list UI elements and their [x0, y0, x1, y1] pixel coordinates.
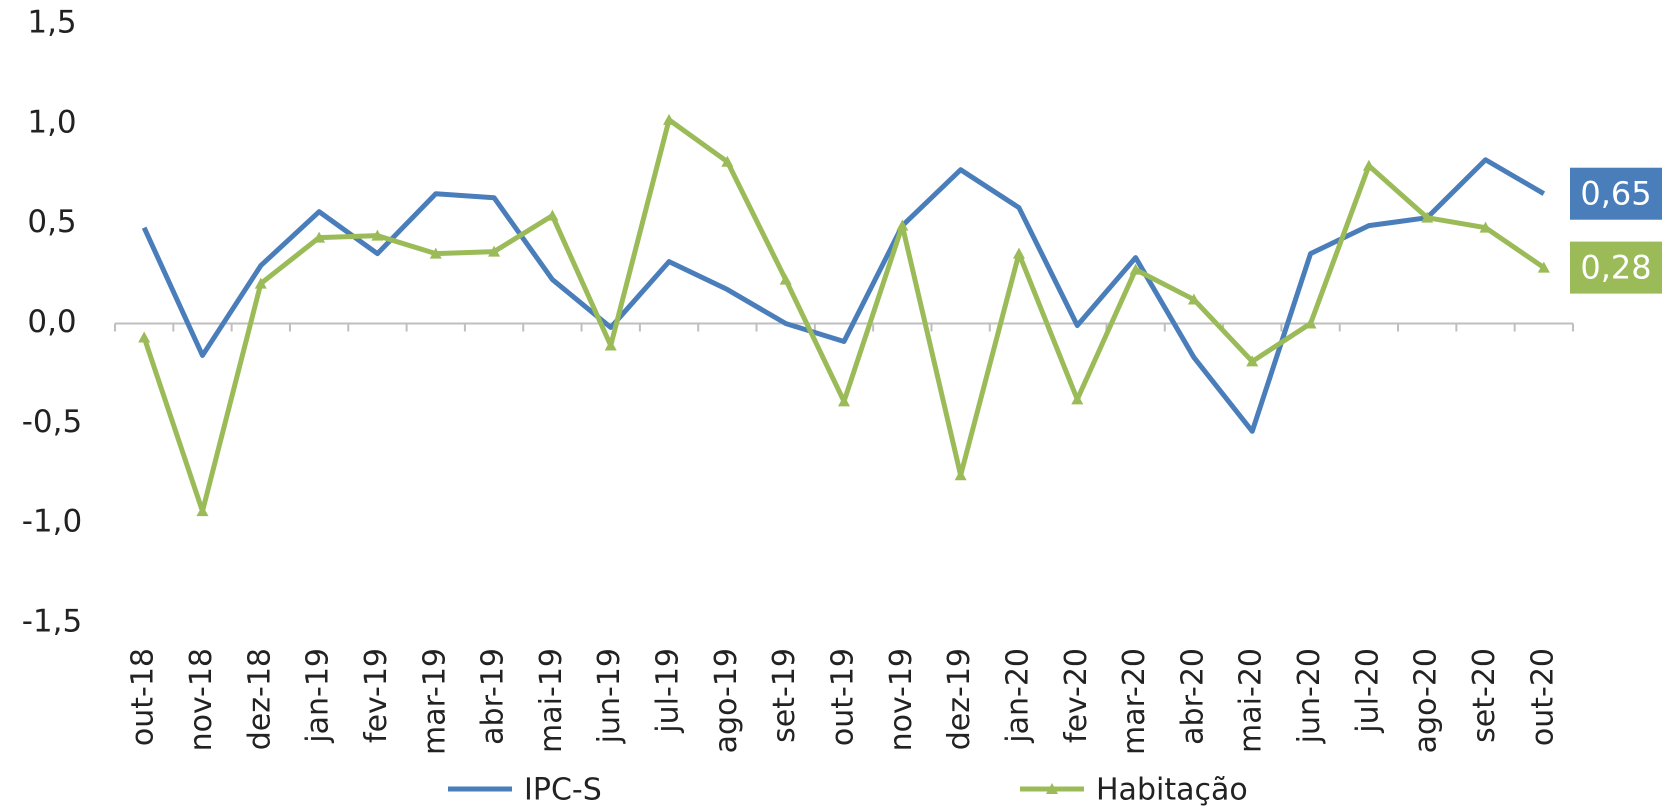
series-marker: [1304, 317, 1317, 329]
series-marker: [1362, 159, 1375, 171]
x-tick-label: jun-20: [1292, 648, 1327, 744]
series-marker: [1537, 261, 1550, 273]
series-marker: [779, 273, 792, 285]
x-tick-label: mar-19: [417, 648, 452, 755]
x-tick-label: mar-20: [1117, 648, 1152, 755]
x-tick-label: out-18: [126, 648, 161, 746]
series-marker: [138, 331, 151, 343]
legend-marker: [1046, 783, 1058, 794]
series-marker: [954, 469, 967, 481]
series-marker: [1246, 355, 1259, 367]
x-tick-label: out-20: [1525, 648, 1560, 746]
end-label-box: [1570, 241, 1662, 294]
legend-label: Habitação: [1096, 773, 1248, 808]
series-marker: [604, 339, 617, 351]
x-tick-label: nov-19: [884, 648, 919, 751]
y-tick-label: 0,0: [27, 304, 76, 340]
series-marker: [896, 219, 909, 231]
x-tick-label: mai-19: [534, 648, 569, 753]
series-marker: [1012, 247, 1025, 259]
series-marker: [313, 231, 326, 243]
series-marker: [663, 113, 676, 125]
x-tick-label: ago-20: [1409, 648, 1444, 753]
y-tick-label: 1,0: [27, 104, 76, 140]
end-label: 0,65: [1580, 175, 1651, 213]
x-tick-label: fev-19: [359, 648, 394, 743]
series-marker: [721, 155, 734, 167]
x-tick-label: ago-19: [709, 648, 744, 753]
end-label: 0,28: [1580, 249, 1651, 287]
x-tick-label: nov-18: [184, 648, 219, 751]
x-tick-label: fev-20: [1059, 648, 1094, 743]
series-marker: [488, 245, 501, 257]
series-marker: [546, 209, 559, 221]
x-tick-label: jun-19: [592, 648, 627, 744]
y-tick-label: -0,5: [22, 404, 83, 440]
x-tick-label: jul-19: [651, 648, 686, 734]
y-tick-label: 1,5: [27, 5, 76, 41]
x-tick-label: jan-19: [301, 648, 336, 744]
x-tick-label: mai-20: [1234, 648, 1269, 753]
x-tick-label: out-19: [826, 648, 861, 746]
series-line: [141, 117, 1546, 514]
x-tick-label: set-19: [767, 648, 802, 743]
x-tick-label: dez-19: [942, 648, 977, 750]
x-tick-label: abr-20: [1175, 648, 1210, 745]
series-marker: [1129, 263, 1142, 275]
legend-label: IPC-S: [524, 773, 602, 808]
series-marker: [838, 395, 850, 407]
series-marker: [371, 229, 384, 241]
end-label-box: [1570, 167, 1662, 220]
x-tick-label: abr-19: [476, 648, 511, 745]
x-tick-label: dez-18: [242, 648, 277, 750]
series-marker: [1479, 221, 1492, 233]
x-tick-label: set-20: [1467, 648, 1502, 743]
y-tick-label: 0,5: [27, 204, 76, 240]
series-marker: [429, 247, 442, 259]
series-marker: [1187, 293, 1200, 305]
y-tick-label: -1,5: [22, 604, 83, 640]
series-line: [141, 157, 1546, 434]
series-marker: [254, 277, 267, 289]
series-marker: [1071, 393, 1084, 405]
series-marker: [196, 505, 209, 517]
series-marker: [1421, 211, 1434, 223]
x-tick-label: jan-20: [1000, 648, 1035, 744]
y-tick-label: -1,0: [22, 504, 83, 540]
x-tick-label: jul-20: [1350, 648, 1385, 734]
